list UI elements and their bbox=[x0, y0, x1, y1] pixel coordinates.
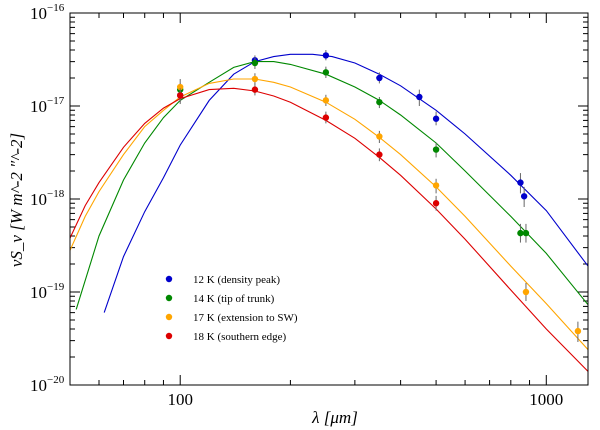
model-curve bbox=[103, 53, 589, 313]
data-point bbox=[432, 146, 440, 153]
legend-marker bbox=[165, 313, 173, 321]
y-tick-label: 10−18 bbox=[30, 188, 65, 209]
data-point bbox=[322, 97, 330, 104]
y-tick-label: 10−16 bbox=[30, 2, 65, 23]
data-point bbox=[251, 75, 259, 83]
data-point bbox=[376, 98, 383, 106]
legend-label: 18 K (southern edge) bbox=[193, 331, 287, 343]
model-curve bbox=[75, 61, 589, 310]
data-point bbox=[251, 59, 259, 67]
data-point bbox=[177, 92, 184, 99]
y-axis-title: νS_ν [W m^-2 ″^-2] bbox=[7, 133, 26, 267]
data-point bbox=[432, 115, 440, 122]
legend-marker bbox=[165, 294, 173, 302]
legend-label: 12 K (density peak) bbox=[193, 274, 280, 286]
data-point bbox=[376, 133, 383, 140]
data-point bbox=[177, 83, 184, 91]
data-point bbox=[376, 151, 383, 158]
y-tick-label: 10−20 bbox=[30, 374, 65, 395]
legend-label: 17 K (extension to SW) bbox=[193, 312, 298, 324]
data-point bbox=[251, 86, 259, 93]
data-point bbox=[522, 288, 530, 296]
x-tick-label: 100 bbox=[167, 390, 193, 409]
data-points bbox=[177, 50, 582, 342]
data-point bbox=[517, 179, 524, 186]
legend-label: 14 K (tip of trunk) bbox=[193, 293, 275, 305]
y-tick-label: 10−19 bbox=[30, 281, 65, 302]
data-point bbox=[522, 229, 530, 237]
data-point bbox=[322, 114, 330, 121]
data-point bbox=[432, 200, 440, 207]
model-curves bbox=[69, 53, 589, 372]
data-point bbox=[517, 229, 524, 237]
data-point bbox=[432, 182, 440, 189]
axis-ticks bbox=[69, 13, 588, 386]
legend-marker bbox=[165, 332, 173, 340]
legend-marker bbox=[165, 275, 173, 283]
x-tick-label: 1000 bbox=[529, 390, 563, 409]
data-point bbox=[322, 52, 330, 59]
tick-labels: 100 1000 10−16 10−17 10−18 10−19 10−20 bbox=[30, 2, 563, 409]
legend: 12 K (density peak) 14 K (tip of trunk) 17… bbox=[165, 274, 298, 343]
data-point bbox=[520, 193, 528, 200]
data-point bbox=[322, 69, 330, 76]
data-point bbox=[376, 74, 383, 82]
y-tick-label: 10−17 bbox=[30, 95, 65, 116]
data-point bbox=[574, 327, 582, 335]
data-point bbox=[416, 93, 423, 101]
model-curve bbox=[69, 87, 589, 372]
x-axis-title: λ [μm] bbox=[311, 408, 358, 427]
model-curve bbox=[69, 78, 589, 350]
plot-frame bbox=[69, 12, 589, 386]
